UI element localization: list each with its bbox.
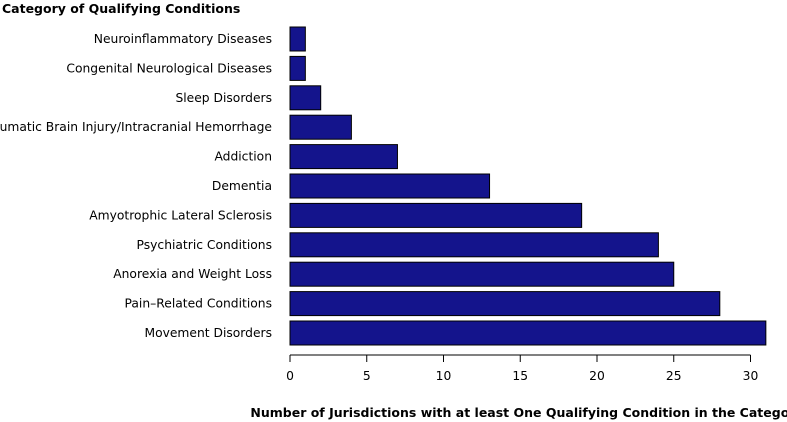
category-label: Movement Disorders [144, 326, 272, 340]
x-axis-title: Number of Jurisdictions with at least On… [250, 405, 787, 420]
category-label: Traumatic Brain Injury/Intracranial Hemo… [0, 120, 272, 134]
bar [289, 114, 352, 140]
x-tick-label: 30 [743, 369, 759, 383]
bar [289, 173, 491, 199]
bar [289, 85, 322, 111]
category-label: Addiction [214, 150, 272, 164]
category-label: Dementia [212, 179, 272, 193]
bar [289, 261, 675, 287]
category-label: Pain–Related Conditions [125, 297, 272, 311]
category-labels: Neuroinflammatory Diseases Congenital Neu… [0, 32, 272, 340]
bar [289, 232, 659, 258]
x-tick-label: 20 [589, 369, 605, 383]
x-tick-label: 10 [436, 369, 452, 383]
bar [289, 320, 767, 346]
category-label: Sleep Disorders [175, 91, 272, 105]
bar [289, 144, 398, 170]
x-ticks: 0 5 10 15 20 25 30 [286, 355, 758, 383]
x-tick-label: 25 [666, 369, 682, 383]
bars [289, 26, 767, 346]
x-tick-label: 15 [512, 369, 528, 383]
category-label: Congenital Neurological Diseases [66, 61, 272, 75]
x-tick-label: 5 [363, 369, 371, 383]
x-tick-label: 0 [286, 369, 294, 383]
x-axis: 0 5 10 15 20 25 30 [286, 354, 758, 383]
category-label: Amyotrophic Lateral Sclerosis [89, 208, 272, 222]
category-label: Anorexia and Weight Loss [113, 267, 272, 281]
bar [289, 202, 583, 228]
bar [289, 291, 721, 317]
bar [289, 26, 306, 52]
bar [289, 55, 306, 81]
chart-title: Category of Qualifying Conditions [2, 1, 240, 16]
category-label: Neuroinflammatory Diseases [94, 32, 272, 46]
category-label: Psychiatric Conditions [137, 238, 272, 252]
